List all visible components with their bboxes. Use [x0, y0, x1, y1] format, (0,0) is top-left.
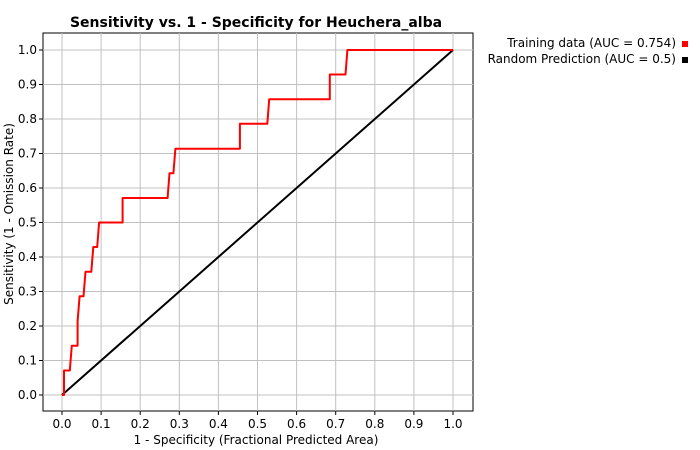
x-tick-label: 0.7: [326, 417, 345, 431]
y-tick-label: 0.1: [18, 354, 37, 368]
x-tick-label: 0.1: [92, 417, 111, 431]
y-tick-label: 0.5: [18, 216, 37, 230]
x-axis-label: 1 - Specificity (Fractional Predicted Ar…: [134, 433, 379, 447]
legend-label-training: Training data (AUC = 0.754): [507, 36, 676, 50]
x-tick-label: 0.2: [131, 417, 150, 431]
x-tick-label: 0.4: [209, 417, 228, 431]
y-tick-label: 0.8: [18, 112, 37, 126]
y-tick-label: 1.0: [18, 43, 37, 57]
x-tick-label: 0.0: [52, 417, 71, 431]
x-tick-label: 0.6: [287, 417, 306, 431]
legend: Training data (AUC = 0.754) Random Predi…: [488, 35, 688, 67]
y-tick-label: 0.9: [18, 78, 37, 92]
legend-item-random: Random Prediction (AUC = 0.5): [488, 51, 688, 67]
legend-item-training: Training data (AUC = 0.754): [488, 35, 688, 51]
legend-swatch-training: [682, 40, 688, 47]
chart-title: Sensitivity vs. 1 - Specificity for Heuc…: [70, 15, 442, 31]
x-tick-label: 0.8: [365, 417, 384, 431]
y-tick-label: 0.2: [18, 319, 37, 333]
random-prediction-line: [61, 49, 454, 396]
x-tick-label: 0.9: [404, 417, 423, 431]
y-tick-label: 0.3: [18, 285, 37, 299]
axis-ticks: 0.0 0.1 0.2 0.3 0.4 0.5 0.6 0.7 0.8 0.9 1.0 0.0 0.1 0…: [18, 43, 463, 431]
x-tick-label: 0.3: [170, 417, 189, 431]
y-tick-label: 0.4: [18, 250, 37, 264]
y-tick-label: 0.0: [18, 388, 37, 402]
grid-lines: [43, 33, 473, 411]
x-tick-label: 1.0: [443, 417, 462, 431]
y-tick-label: 0.7: [18, 147, 37, 161]
y-axis-label: Sensitivity (1 - Omission Rate): [2, 123, 16, 305]
training-data-line: [62, 49, 453, 396]
series-layer: [61, 49, 454, 396]
y-tick-label: 0.6: [18, 181, 37, 195]
legend-swatch-random: [682, 56, 688, 63]
x-tick-label: 0.5: [248, 417, 267, 431]
legend-label-random: Random Prediction (AUC = 0.5): [487, 52, 676, 66]
